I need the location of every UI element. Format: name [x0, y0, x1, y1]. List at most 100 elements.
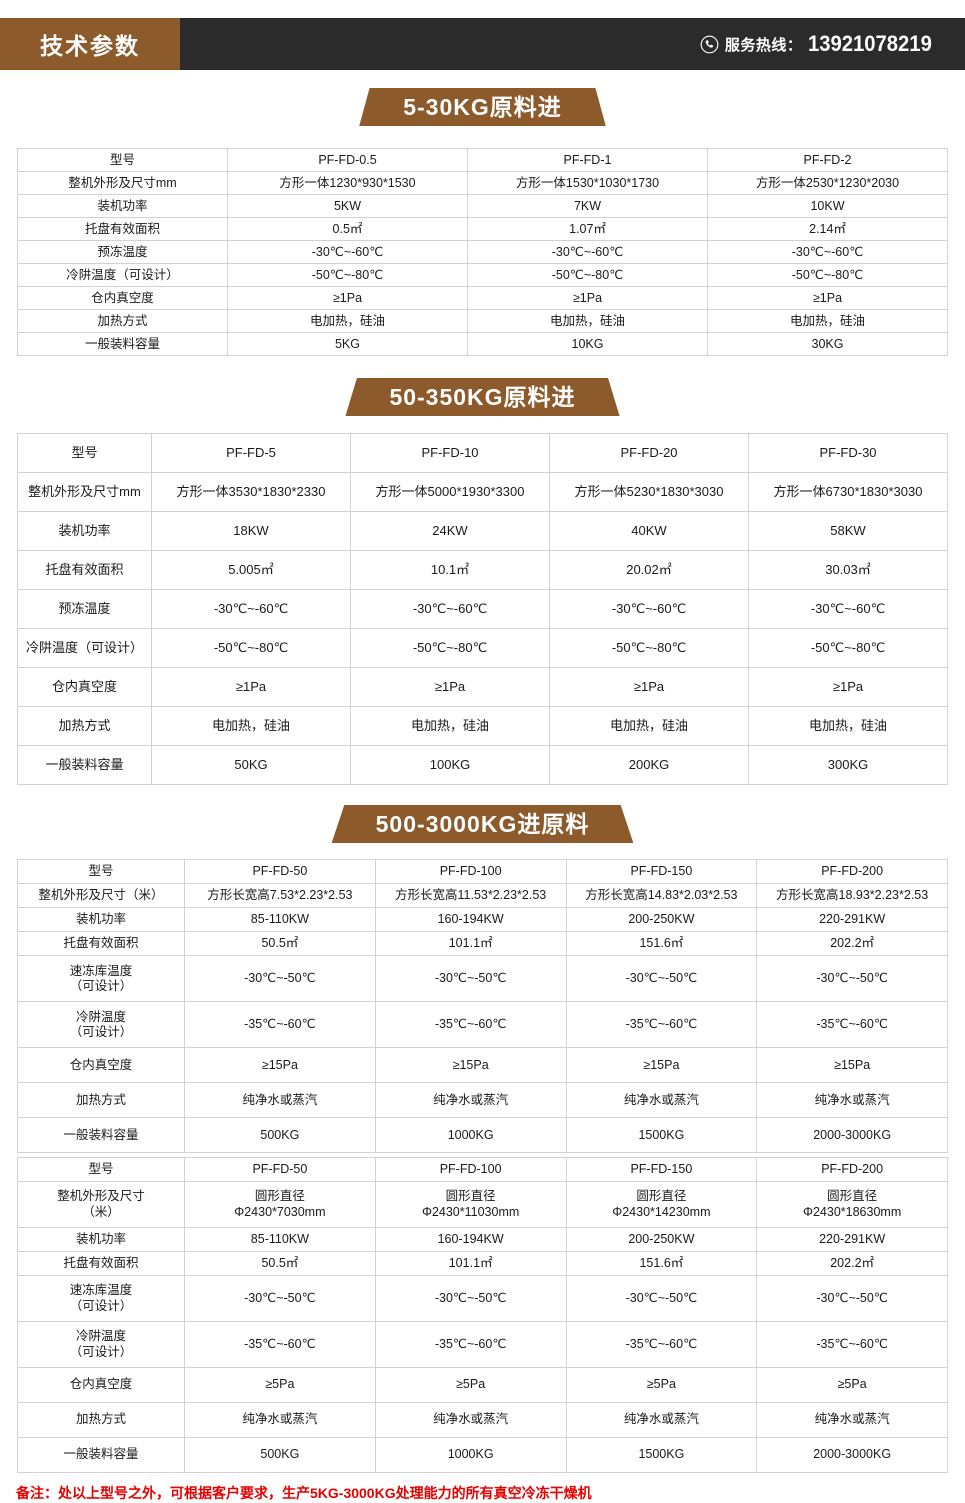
cell: 电加热，硅油	[467, 309, 708, 333]
cell: 1500KG	[565, 1437, 758, 1473]
cell: ≥1Pa	[549, 667, 749, 707]
cell: 200-250KW	[565, 907, 758, 932]
hotline-label: 服务热线：	[724, 36, 803, 54]
table-row: 整机外形及尺寸mm 方形一体1230*930*1530 方形一体1530*1030*…	[17, 171, 948, 195]
cell: 电加热，硅油	[227, 309, 468, 333]
cell: 50.5㎡	[184, 1251, 376, 1276]
cell: ≥15Pa	[756, 1047, 948, 1083]
table-row: 整机外形及尺寸 （米） 圆形直径 Φ2430*7030mm 圆形直径 Φ2430*1…	[17, 1181, 948, 1228]
row-label: 整机外形及尺寸 （米）	[17, 1181, 185, 1228]
row-label: 型号	[17, 433, 152, 473]
cell: 20.02㎡	[549, 550, 749, 590]
cell: -30℃~-50℃	[184, 1275, 376, 1322]
table-row: 型号 PF-FD-50 PF-FD-100 PF-FD-150 PF-FD-200	[17, 859, 948, 884]
cell: 纯净水或蒸汽	[565, 1402, 758, 1438]
spec-table-5-30kg: 型号 PF-FD-0.5 PF-FD-1 PF-FD-2 整机外形及尺寸mm 方形一体12…	[17, 148, 948, 356]
cell: -50℃~-80℃	[151, 628, 351, 668]
cell: 方形一体1230*930*1530	[227, 171, 468, 195]
cell: 50KG	[151, 745, 351, 785]
cell: 85-110KW	[184, 1227, 376, 1252]
cell: 电加热，硅油	[748, 706, 948, 746]
cell: PF-FD-100	[374, 859, 567, 884]
cell: -35℃~-60℃	[374, 1001, 567, 1048]
cell: -30℃~-50℃	[756, 955, 948, 1002]
cell: 方形一体3530*1830*2330	[151, 472, 351, 512]
cell: PF-FD-1	[467, 148, 708, 172]
cell: -30℃~-60℃	[151, 589, 351, 629]
cell: 方形一体2530*1230*2030	[707, 171, 948, 195]
cell: 2000-3000KG	[756, 1117, 948, 1153]
cell: PF-FD-150	[565, 1157, 758, 1182]
row-label: 加热方式	[17, 309, 228, 333]
cell: 圆形直径 Φ2430*11030mm	[374, 1181, 567, 1228]
row-label: 一般装料容量	[17, 745, 152, 785]
cell: ≥1Pa	[151, 667, 351, 707]
table-row: 整机外形及尺寸（米） 方形长宽高7.53*2.23*2.53 方形长宽高11.53*…	[17, 883, 948, 908]
cell: -50℃~-80℃	[549, 628, 749, 668]
row-label: 一般装料容量	[17, 1437, 185, 1473]
cell: -30℃~-50℃	[184, 955, 376, 1002]
table-body: 型号 PF-FD-0.5 PF-FD-1 PF-FD-2 整机外形及尺寸mm 方形一体12…	[17, 148, 948, 356]
row-label: 整机外形及尺寸mm	[17, 171, 228, 195]
cell: 纯净水或蒸汽	[756, 1082, 948, 1118]
hotline-number: 13921078219	[808, 31, 933, 56]
section-banner-3: 500-3000KG进原料	[331, 805, 634, 843]
footnote: 备注：处以上型号之外，可根据客户要求，生产5KG-3000KG处理能力的所有真空…	[16, 1485, 592, 1501]
spec-table-500-3000kg-square: 型号 PF-FD-50 PF-FD-100 PF-FD-150 PF-FD-200 整机外…	[17, 859, 948, 1153]
cell: PF-FD-20	[549, 433, 749, 473]
cell: 101.1㎡	[374, 931, 567, 956]
cell: 18KW	[151, 511, 351, 551]
row-label: 型号	[17, 148, 228, 172]
table-row: 托盘有效面积 50.5㎡ 101.1㎡ 151.6㎡ 202.2㎡	[17, 931, 948, 956]
row-label: 冷阱温度 （可设计）	[17, 1001, 185, 1048]
table-row: 速冻库温度 （可设计） -30℃~-50℃ -30℃~-50℃ -30℃~-50℃ -3…	[17, 1275, 948, 1322]
cell: 2.14㎡	[707, 217, 948, 241]
cell: 85-110KW	[184, 907, 376, 932]
table-row: 速冻库温度 （可设计） -30℃~-50℃ -30℃~-50℃ -30℃~-50℃ -3…	[17, 955, 948, 1002]
row-label: 装机功率	[17, 511, 152, 551]
row-label: 型号	[17, 859, 185, 884]
cell: -50℃~-80℃	[350, 628, 550, 668]
cell: 202.2㎡	[756, 1251, 948, 1276]
cell: -50℃~-80℃	[227, 263, 468, 287]
cell: -30℃~-60℃	[350, 589, 550, 629]
row-label: 冷阱温度（可设计）	[17, 263, 228, 287]
cell: -30℃~-50℃	[565, 1275, 758, 1322]
cell: 10KG	[467, 332, 708, 356]
section-banner-3-wrap: 500-3000KG进原料	[0, 805, 965, 843]
cell: PF-FD-2	[707, 148, 948, 172]
table-row: 整机外形及尺寸mm 方形一体3530*1830*2330 方形一体5000*1930…	[17, 472, 948, 512]
cell: -30℃~-60℃	[467, 240, 708, 264]
cell: ≥5Pa	[374, 1367, 567, 1403]
row-label: 装机功率	[17, 907, 185, 932]
cell: 方形长宽高11.53*2.23*2.53	[374, 883, 567, 908]
cell: 纯净水或蒸汽	[374, 1082, 567, 1118]
cell: -30℃~-50℃	[374, 955, 567, 1002]
cell: -30℃~-60℃	[707, 240, 948, 264]
table-row: 加热方式 纯净水或蒸汽 纯净水或蒸汽 纯净水或蒸汽 纯净水或蒸汽	[17, 1082, 948, 1118]
cell: -30℃~-50℃	[756, 1275, 948, 1322]
row-label: 仓内真空度	[17, 1047, 185, 1083]
cell: 电加热，硅油	[151, 706, 351, 746]
cell: 50.5㎡	[184, 931, 376, 956]
row-label: 一般装料容量	[17, 332, 228, 356]
cell: -50℃~-80℃	[467, 263, 708, 287]
table-row: 一般装料容量 5KG 10KG 30KG	[17, 332, 948, 356]
row-label: 预冻温度	[17, 240, 228, 264]
cell: 500KG	[184, 1117, 376, 1153]
row-label: 速冻库温度 （可设计）	[17, 955, 185, 1002]
cell: 1000KG	[374, 1437, 567, 1473]
cell: ≥1Pa	[350, 667, 550, 707]
section-banner-2: 50-350KG原料进	[345, 378, 620, 416]
page-title: 技术参数	[0, 18, 180, 70]
page-header-bar: 技术参数 服务热线： 13921078219	[0, 18, 965, 70]
row-label: 仓内真空度	[17, 286, 228, 310]
cell: -30℃~-60℃	[549, 589, 749, 629]
cell: 5KW	[227, 194, 468, 218]
table-row: 冷阱温度（可设计） -50℃~-80℃ -50℃~-80℃ -50℃~-80℃	[17, 263, 948, 287]
cell: -35℃~-60℃	[184, 1321, 376, 1368]
table-row: 仓内真空度 ≥1Pa ≥1Pa ≥1Pa	[17, 286, 948, 310]
cell: -30℃~-50℃	[374, 1275, 567, 1322]
cell: 160-194KW	[374, 1227, 567, 1252]
cell: 1500KG	[565, 1117, 758, 1153]
